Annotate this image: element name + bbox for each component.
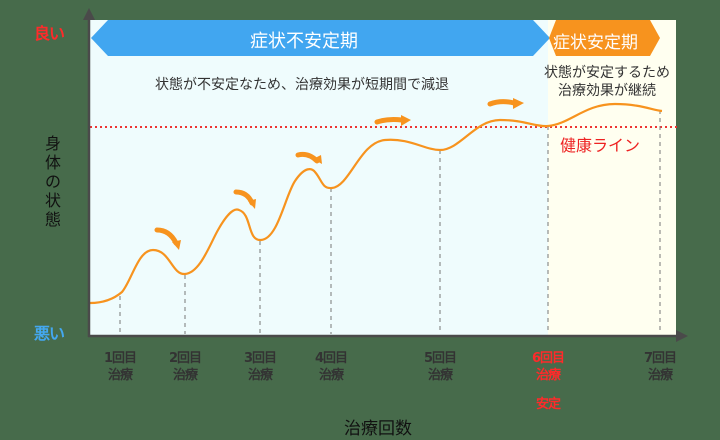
stable-phase-note-line2: 治療効果が継続: [558, 83, 656, 99]
unstable-phase-banner: [91, 20, 550, 56]
tick-label: 6回目: [531, 351, 565, 366]
tick-sublabel: 治療: [535, 368, 561, 383]
tick-label: 4回目: [314, 351, 348, 366]
health-line-label: 健康ライン: [560, 136, 641, 155]
axes: [83, 8, 688, 342]
tick-sublabel: 治療: [318, 368, 344, 383]
unstable-phase-label: 症状不安定期: [250, 31, 358, 52]
tick-label: 7回目: [643, 351, 677, 366]
tick-treatment-5: 5回目 治療: [410, 350, 470, 384]
y-axis-title: 身体の状態: [42, 134, 64, 229]
tick-treatment-1: 1回目 治療: [90, 350, 150, 384]
tick-treatment-3: 3回目 治療: [230, 350, 290, 384]
y-axis-bottom-label: 悪い: [34, 324, 65, 343]
y-axis-top-label: 良い: [34, 24, 65, 43]
tick-treatment-2: 2回目 治療: [155, 350, 215, 384]
tick-treatment-7: 7回目 治療: [630, 350, 690, 384]
treatment-markers: [119, 110, 661, 334]
body-state-curve: [89, 102, 663, 305]
tick-sublabel: 治療: [172, 368, 198, 383]
decline-arrow-heads: [172, 98, 524, 250]
tick-label: 3回目: [243, 351, 277, 366]
tick-treatment-6: 6回目 治療 安定: [518, 350, 578, 413]
stable-phase-banner: [549, 20, 660, 56]
stable-phase-note: 状態が安定するため 治療効果が継続: [527, 64, 687, 100]
tick-label: 2回目: [168, 351, 202, 366]
tick-label: 5回目: [423, 351, 457, 366]
y-axis-title-text: 身体の状態: [44, 134, 61, 229]
unstable-phase-note: 状態が不安定なため、治療効果が短期間で減退: [155, 77, 449, 93]
tick-sublabel: 治療: [107, 368, 133, 383]
stable-phase-label: 症状安定期: [553, 33, 638, 53]
tick-sublabel: 治療: [427, 368, 453, 383]
tick-label: 1回目: [103, 351, 137, 366]
tick-sublabel: 治療: [247, 368, 273, 383]
x-axis-title: 治療回数: [344, 419, 412, 439]
tick-treatment-4: 4回目 治療: [301, 350, 361, 384]
stable-phase-bg: [548, 20, 676, 336]
stable-phase-note-line1: 状態が安定するため: [544, 65, 670, 81]
stable-marker-label: 安定: [535, 397, 561, 412]
tick-sublabel: 治療: [647, 368, 673, 383]
